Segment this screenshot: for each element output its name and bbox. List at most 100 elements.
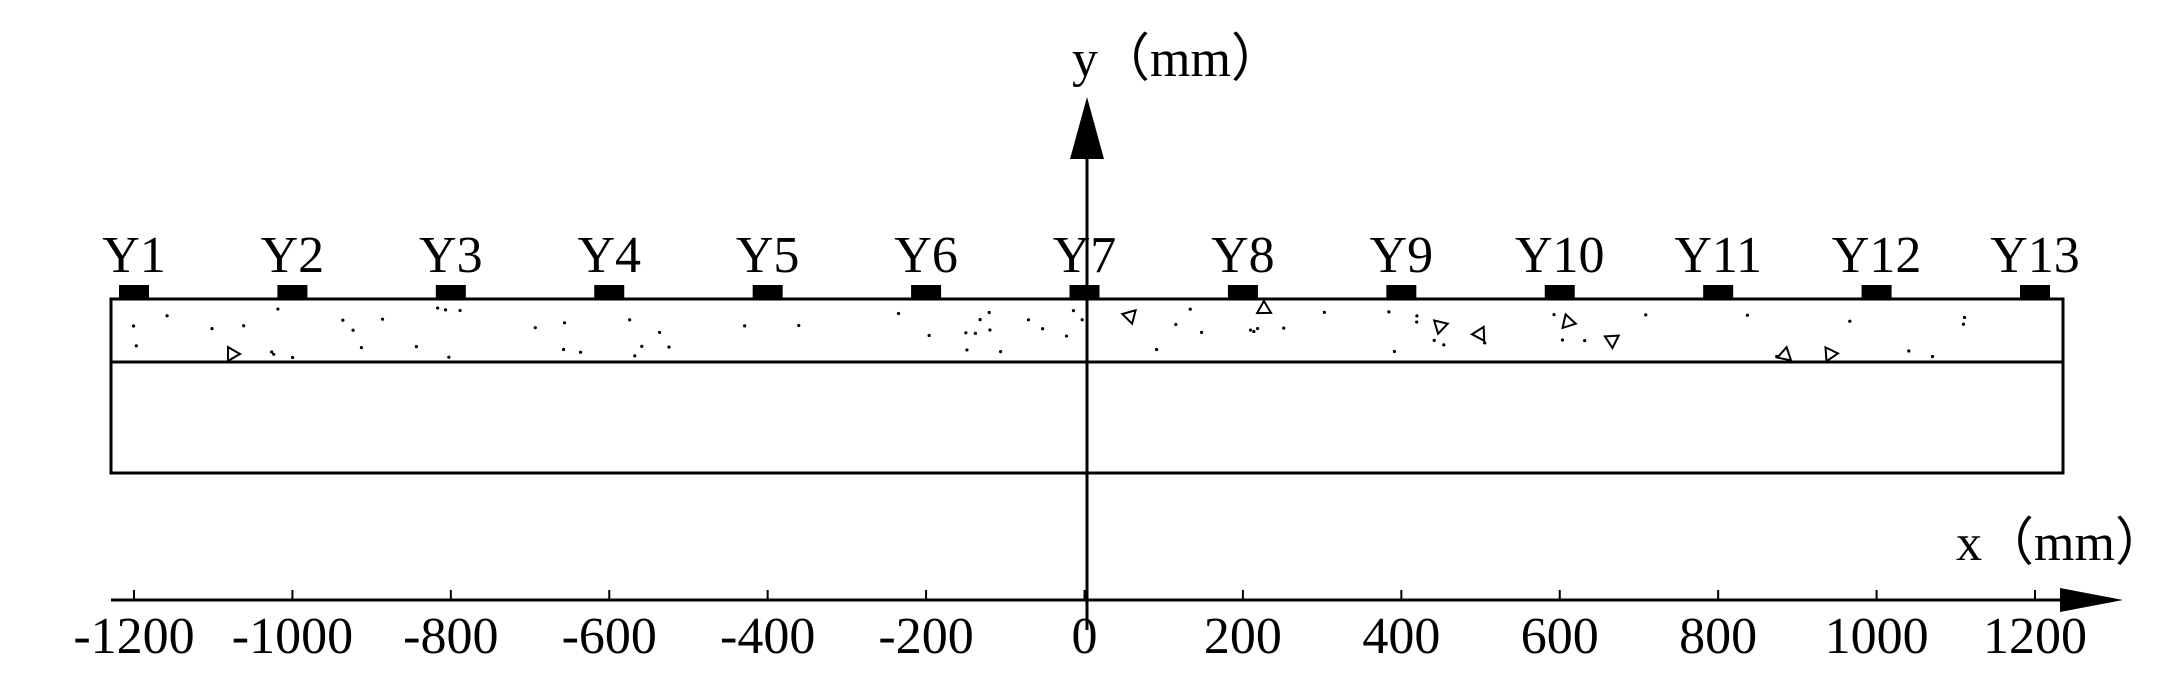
aggregate-dot — [743, 324, 747, 328]
sensor — [1703, 285, 1734, 299]
aggregate-dot — [998, 350, 1003, 354]
aggregate-dot — [640, 344, 644, 348]
sensor — [119, 285, 149, 299]
aggregate-dot — [1322, 310, 1326, 314]
sensor-label: Y6 — [894, 227, 958, 284]
x-tick-label: 1000 — [1825, 608, 1929, 665]
aggregate-dot — [447, 355, 451, 359]
aggregate-dot — [797, 323, 801, 328]
aggregate-dot — [927, 333, 931, 338]
aggregate-dot — [578, 350, 583, 354]
aggregate-dot — [964, 331, 968, 335]
aggregate-dot — [1930, 354, 1935, 359]
x-arrow — [2060, 588, 2123, 612]
aggregate-dot — [973, 331, 977, 335]
sensor-label: Y11 — [1674, 227, 1762, 284]
aggregate-dot — [1483, 341, 1487, 345]
aggregate — [131, 299, 1967, 363]
aggregate-dot — [436, 306, 440, 310]
sensor — [277, 285, 308, 299]
sensor — [911, 285, 942, 299]
sensor — [2020, 285, 2050, 299]
aggregate-dot — [1282, 326, 1286, 330]
x-tick-label: -600 — [562, 608, 657, 665]
aggregate-stone — [1255, 299, 1273, 315]
aggregate-dot — [359, 346, 364, 350]
x-tick-label: 1200 — [1983, 608, 2087, 665]
aggregate-dot — [1552, 312, 1556, 317]
sensor — [1544, 285, 1575, 299]
aggregate-dot — [1848, 319, 1852, 323]
aggregate-dot — [1080, 318, 1084, 322]
aggregate-dot — [1415, 314, 1419, 318]
sensor-label: Y8 — [1211, 227, 1275, 284]
x-axis-label: x（mm） — [1956, 515, 2167, 572]
y-axis-label: y（mm） — [1072, 31, 1283, 88]
aggregate-dot — [667, 345, 671, 349]
aggregate-dot — [1387, 310, 1391, 314]
aggregate-stone — [1432, 319, 1450, 336]
aggregate-dot — [1199, 330, 1204, 334]
sensor-label: Y4 — [577, 227, 641, 284]
sensor-label: Y13 — [1990, 227, 2080, 284]
sensor — [1386, 285, 1417, 299]
x-tick-label: -800 — [403, 608, 498, 665]
sensor-label: Y2 — [261, 227, 325, 284]
aggregate-dot — [978, 318, 982, 322]
x-tick-label: 400 — [1362, 608, 1440, 665]
sensor — [1861, 285, 1892, 299]
aggregate-dot — [210, 327, 214, 331]
sensor — [1069, 285, 1100, 299]
aggregate-dot — [458, 308, 462, 313]
sensor-label: Y3 — [419, 227, 483, 284]
aggregate-dot — [561, 347, 566, 352]
aggregate-stone — [1561, 312, 1578, 330]
x-tick-label: 600 — [1521, 608, 1599, 665]
aggregate-dot — [1644, 313, 1648, 317]
aggregate-dot — [1392, 349, 1397, 354]
aggregate-dot — [1961, 322, 1966, 326]
sensor — [594, 285, 625, 299]
x-tick-label: 0 — [1072, 608, 1098, 665]
aggregate-stone — [1824, 345, 1841, 363]
sensor — [435, 285, 466, 299]
aggregate-dot — [1255, 326, 1260, 331]
aggregate-dot — [988, 328, 992, 332]
aggregate-stone — [1775, 345, 1793, 362]
aggregate-dot — [633, 354, 637, 358]
aggregate-dot — [1560, 338, 1565, 342]
aggregate-stone — [1470, 325, 1486, 343]
aggregate-dot — [987, 310, 991, 315]
aggregate-dot — [443, 308, 448, 312]
aggregate-dot — [1248, 328, 1253, 332]
sensor-label: Y7 — [1053, 227, 1117, 284]
aggregate-dot — [1583, 339, 1587, 343]
aggregate-dot — [965, 348, 969, 352]
sensor-label: Y5 — [736, 227, 800, 284]
aggregate-dot — [341, 318, 345, 322]
aggregate-dot — [414, 345, 419, 349]
aggregate-stone — [1120, 308, 1138, 326]
aggregate-dot — [1432, 338, 1436, 342]
aggregate-dot — [165, 314, 169, 318]
aggregate-dot — [272, 352, 276, 356]
sensor-label: Y1 — [102, 227, 166, 284]
x-tick-label: -1000 — [232, 608, 353, 665]
x-tick-label: -200 — [878, 608, 973, 665]
aggregate-dot — [628, 318, 632, 322]
sensor-label: Y9 — [1370, 227, 1434, 284]
aggregate-dot — [131, 324, 136, 328]
aggregate-dot — [1252, 329, 1256, 334]
aggregate-dot — [1442, 343, 1446, 347]
y-arrow — [1070, 97, 1104, 159]
aggregate-dot — [290, 355, 295, 360]
aggregate-dot — [1174, 322, 1178, 327]
aggregate-dot — [242, 324, 246, 328]
aggregate-dot — [1155, 347, 1159, 352]
aggregate-dot — [533, 326, 537, 330]
sensor — [1227, 285, 1258, 299]
aggregate-dot — [657, 330, 662, 335]
aggregate-dot — [1064, 334, 1069, 338]
aggregate-dot — [1071, 309, 1076, 313]
